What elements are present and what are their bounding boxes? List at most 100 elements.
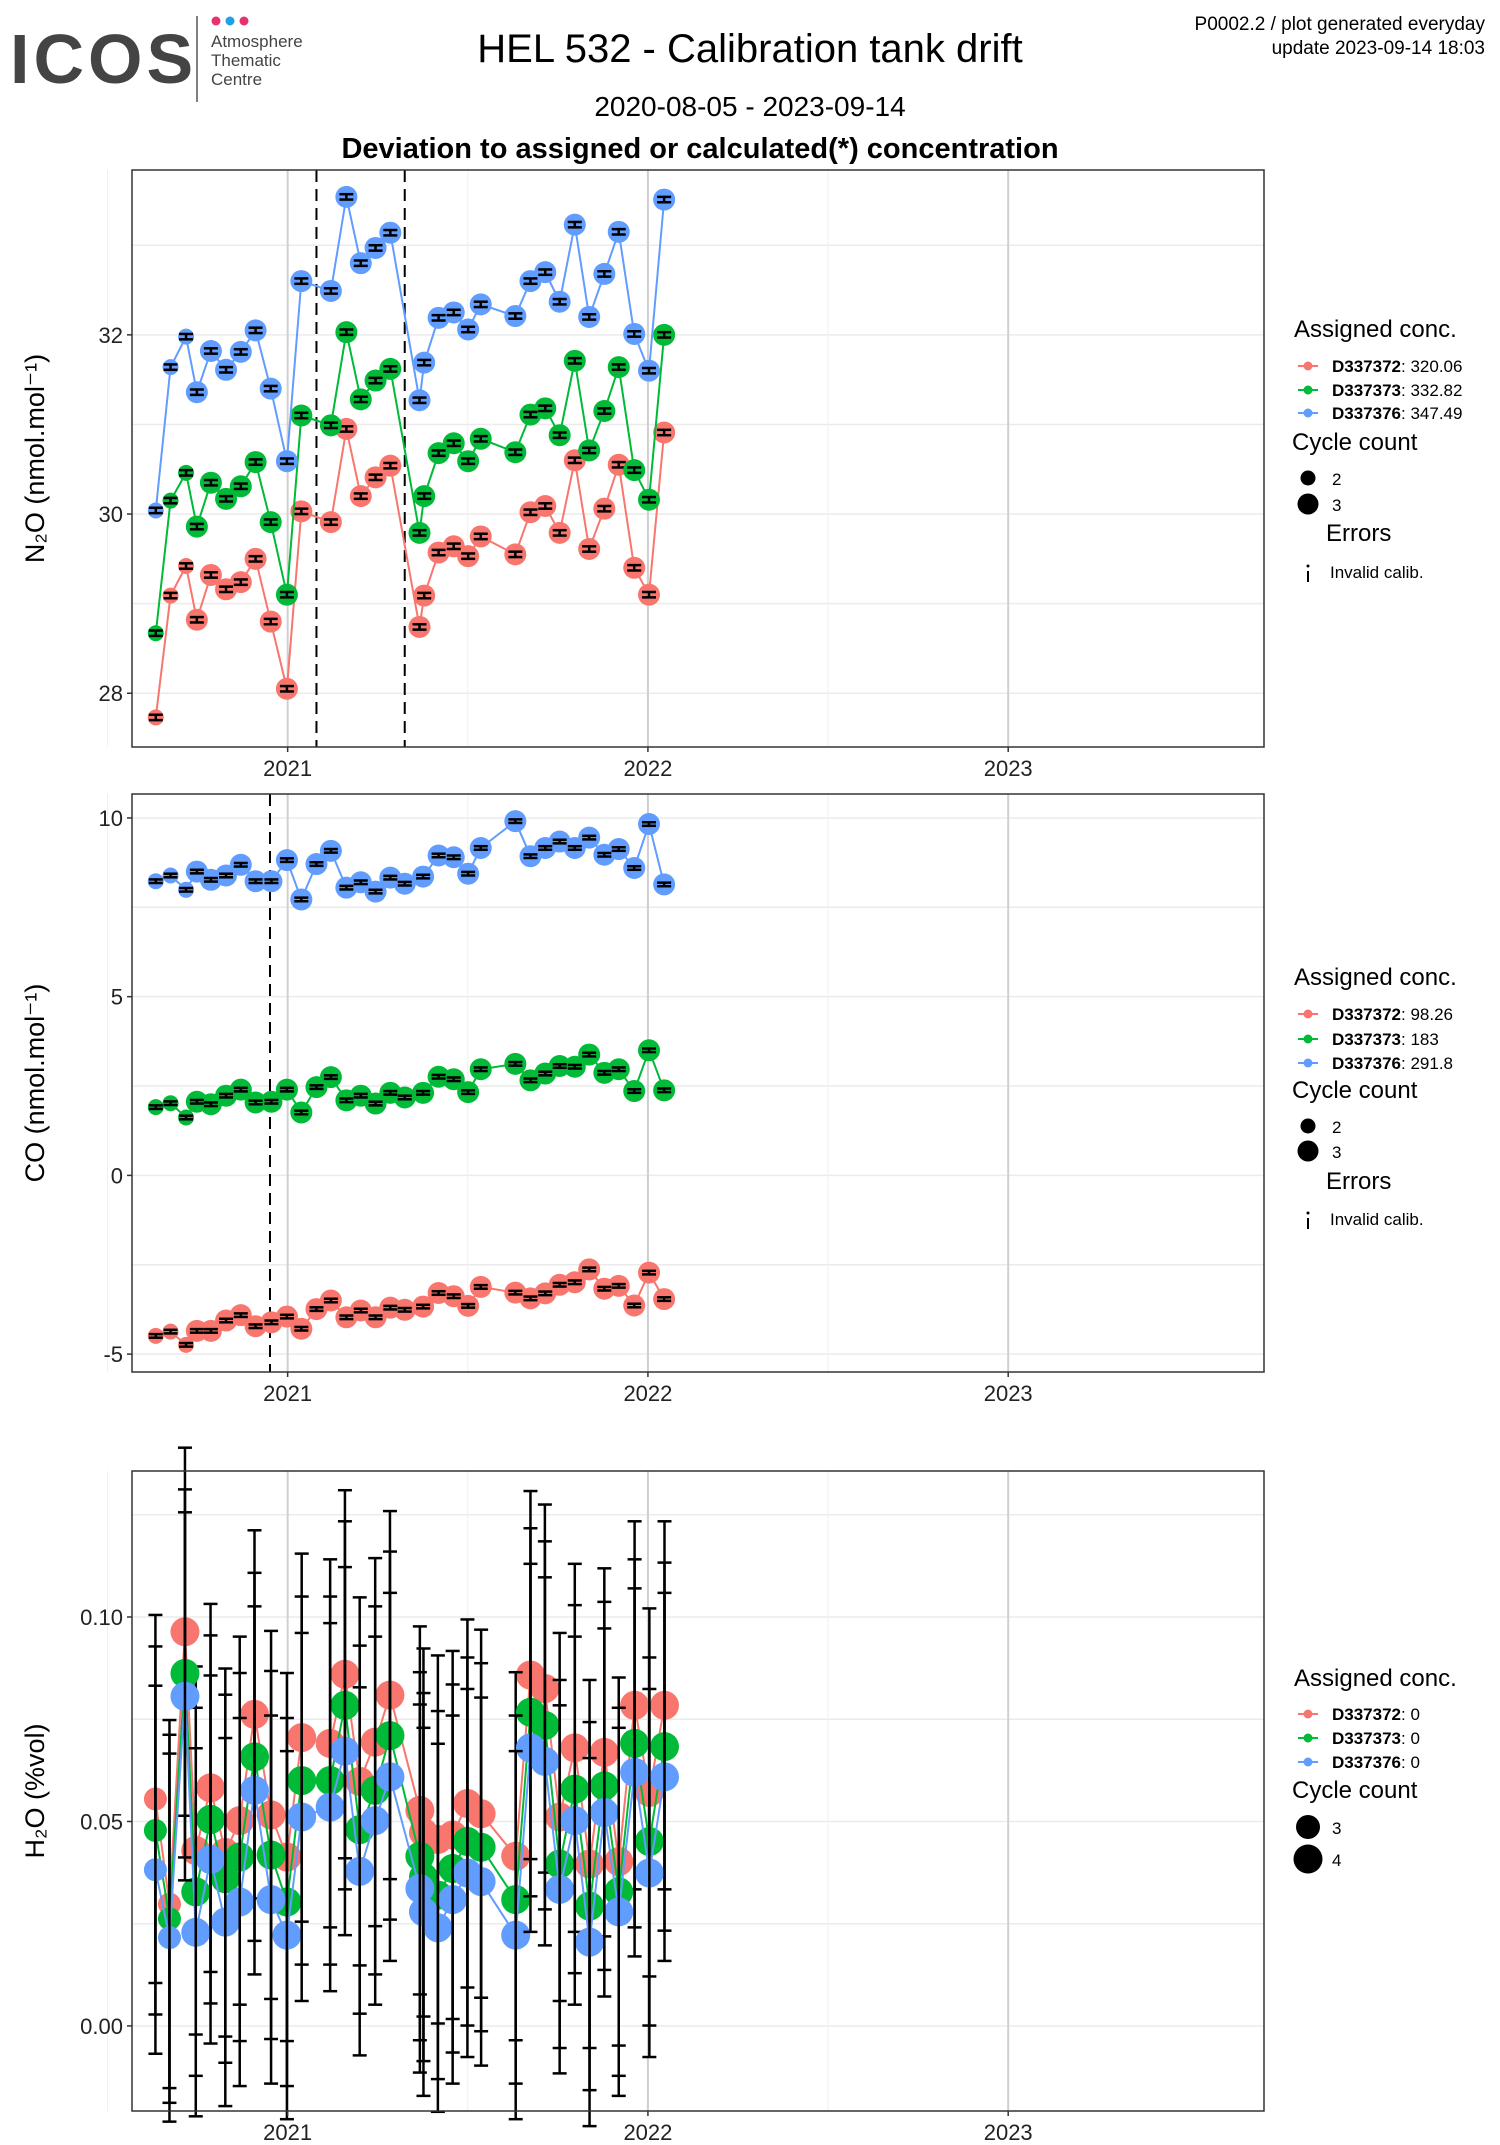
y-tick-label: 5 bbox=[111, 985, 123, 1010]
legend-title-cycle: Cycle count bbox=[1292, 1077, 1418, 1104]
error-bar bbox=[642, 820, 657, 828]
legend-entry-name: D337373 bbox=[1332, 1030, 1401, 1049]
error-bar bbox=[567, 220, 582, 229]
error-bar bbox=[323, 287, 338, 295]
error-bar bbox=[431, 852, 446, 859]
error-bar bbox=[279, 457, 294, 466]
error-bar bbox=[431, 1073, 446, 1080]
error-bar bbox=[417, 358, 432, 367]
error-bar bbox=[657, 1296, 672, 1303]
x-tick-label: 2021 bbox=[263, 1381, 312, 1406]
legend-entry-value: 98.26 bbox=[1410, 1005, 1453, 1024]
error-bar bbox=[323, 1297, 338, 1304]
error-bar bbox=[248, 326, 263, 335]
error-bar bbox=[538, 1070, 553, 1077]
error-bar bbox=[383, 364, 398, 373]
error-bar bbox=[279, 857, 294, 864]
error-bar bbox=[248, 1099, 263, 1106]
y-tick-label: 10 bbox=[99, 806, 123, 831]
error-bar bbox=[567, 844, 582, 852]
error-bar bbox=[627, 330, 642, 338]
error-bar bbox=[508, 312, 523, 320]
error-bar bbox=[352, 1686, 367, 2057]
error-bar bbox=[219, 1092, 234, 1099]
error-bar bbox=[189, 1098, 204, 1105]
x-tick-label: 2021 bbox=[263, 756, 312, 781]
legend-key-point bbox=[1303, 385, 1313, 395]
error-bar bbox=[263, 518, 278, 527]
y-tick-label: 30 bbox=[99, 502, 123, 527]
page-title: HEL 532 - Calibration tank drift bbox=[477, 27, 1022, 71]
error-bar bbox=[523, 853, 538, 860]
error-bar bbox=[582, 1266, 597, 1273]
error-bar bbox=[397, 1094, 412, 1101]
error-bar bbox=[611, 460, 626, 469]
x-tick-label: 2022 bbox=[623, 756, 672, 781]
error-bar bbox=[567, 1635, 582, 2006]
error-bar bbox=[368, 1635, 383, 2006]
legend-title-cycle: Cycle count bbox=[1292, 1777, 1418, 1804]
error-bar bbox=[627, 563, 642, 572]
error-bar bbox=[294, 1109, 309, 1116]
legend-entry: D337372: 98.26 bbox=[1332, 1005, 1453, 1024]
error-bar bbox=[203, 347, 218, 355]
error-bar bbox=[189, 1327, 204, 1334]
error-bar bbox=[538, 268, 553, 277]
legend-cycle-key bbox=[1297, 493, 1319, 515]
error-bar bbox=[339, 328, 354, 337]
error-bar bbox=[189, 522, 204, 531]
error-bar bbox=[323, 1074, 338, 1081]
error-bar bbox=[323, 518, 338, 527]
legend-entry-sep: : bbox=[1401, 1054, 1410, 1073]
legend-entry-name: D337376 bbox=[1332, 404, 1401, 423]
y-axis-title: H₂O (%vol) bbox=[20, 1724, 50, 1859]
error-bar bbox=[582, 545, 597, 553]
error-bar bbox=[383, 461, 398, 470]
legend-title-cycle: Cycle count bbox=[1292, 429, 1418, 456]
error-bar bbox=[203, 1101, 218, 1108]
legend-entry-value: 291.8 bbox=[1410, 1054, 1453, 1073]
error-bar bbox=[431, 548, 446, 557]
error-bar bbox=[248, 458, 263, 467]
error-bar bbox=[445, 1714, 460, 2085]
legend-entry-sep: : bbox=[1401, 1005, 1410, 1024]
error-bar bbox=[446, 439, 461, 448]
error-bar bbox=[219, 872, 234, 879]
error-bar bbox=[417, 591, 432, 600]
legend-entry-sep: : bbox=[1401, 1030, 1410, 1049]
x-tick-label: 2023 bbox=[984, 756, 1033, 781]
meta-line-1: P0002.2 / plot generated everyday bbox=[1195, 14, 1486, 35]
error-bar bbox=[163, 591, 178, 600]
error-bar bbox=[233, 482, 248, 491]
error-bar bbox=[523, 277, 538, 286]
error-bar bbox=[323, 1621, 338, 1993]
legend-entry-name: D337376 bbox=[1332, 1753, 1401, 1772]
error-bar bbox=[627, 1587, 642, 1958]
error-bar bbox=[353, 395, 368, 404]
error-bar bbox=[552, 431, 567, 440]
legend-entry: D337372: 320.06 bbox=[1332, 357, 1462, 376]
error-bar bbox=[657, 330, 672, 339]
error-bar bbox=[383, 1304, 398, 1311]
error-bar bbox=[552, 528, 567, 537]
error-bar bbox=[657, 1087, 672, 1094]
error-bar bbox=[368, 376, 383, 385]
error-bar bbox=[189, 388, 204, 397]
legend-title-errors: Errors bbox=[1326, 520, 1391, 547]
error-bar bbox=[148, 878, 163, 885]
y-tick-label: 28 bbox=[99, 681, 123, 706]
error-bar bbox=[473, 532, 488, 541]
error-bar bbox=[473, 844, 488, 852]
error-bar bbox=[294, 507, 309, 516]
error-bar bbox=[508, 818, 523, 825]
legend-entry-sep: : bbox=[1401, 357, 1410, 376]
legend-entry: D337376: 347.49 bbox=[1332, 404, 1462, 423]
error-bar bbox=[552, 838, 567, 845]
error-bar bbox=[552, 1281, 567, 1288]
error-bar bbox=[383, 1089, 398, 1096]
error-bar bbox=[431, 449, 446, 458]
error-bar bbox=[148, 1332, 163, 1339]
